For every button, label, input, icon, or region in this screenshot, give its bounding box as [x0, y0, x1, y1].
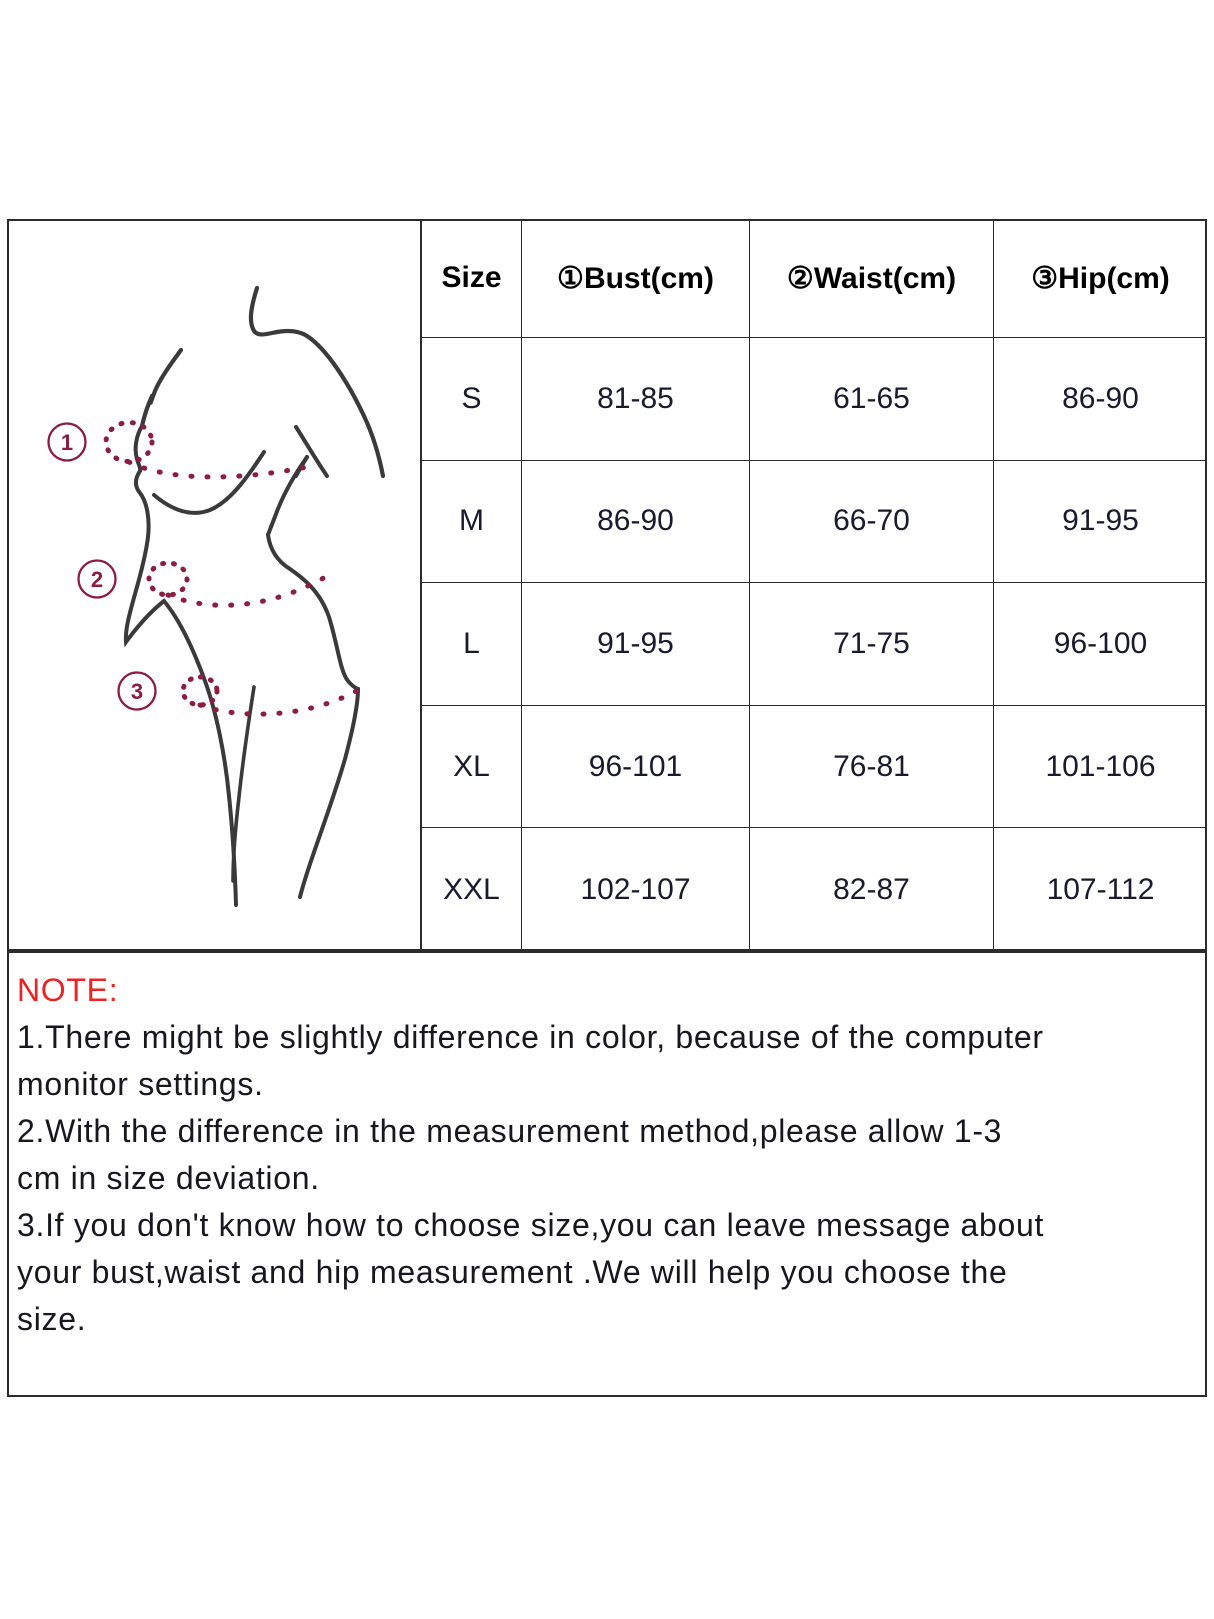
svg-text:1: 1	[61, 430, 73, 455]
svg-text:2: 2	[91, 567, 103, 592]
svg-text:3: 3	[131, 679, 143, 704]
